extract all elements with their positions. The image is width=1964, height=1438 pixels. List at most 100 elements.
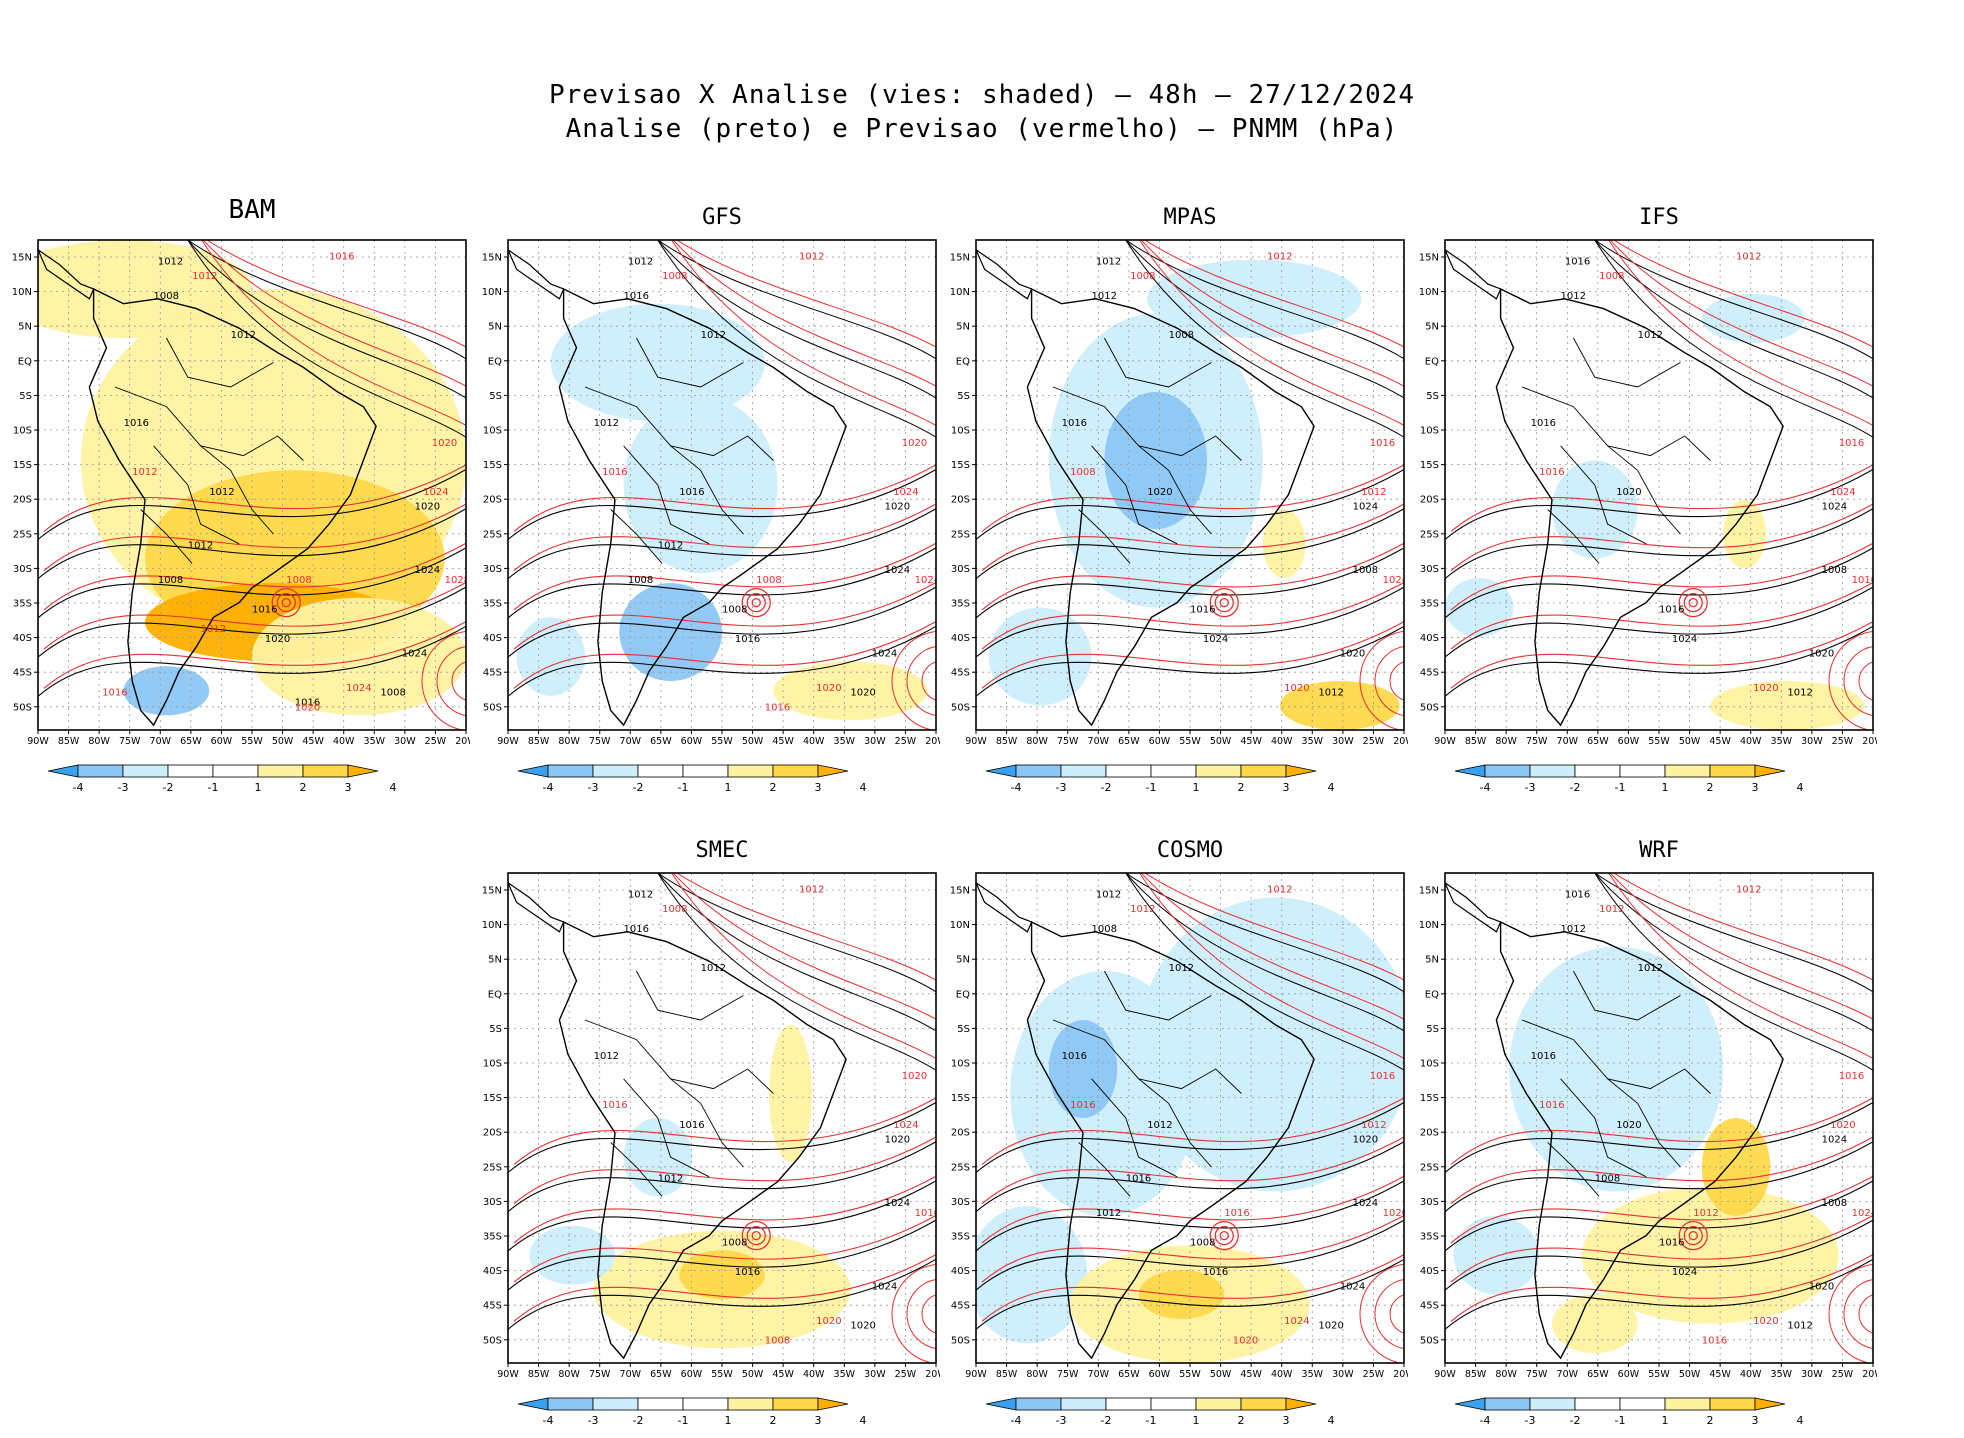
colorbar-right-arrow [1754, 1397, 1786, 1411]
low-pressure-ring [751, 1230, 761, 1241]
analysis-isobar-label: 1012 [1096, 890, 1121, 901]
forecast-isobar-label: 1008 [1130, 271, 1155, 282]
forecast-isobar-label: 1012 [1267, 885, 1292, 896]
colorbar-swatch [1529, 1397, 1576, 1411]
lat-tick-label: 25S [951, 529, 970, 540]
high-pressure-ring [1374, 1279, 1404, 1349]
lat-tick-label: 5S [19, 391, 32, 402]
country-border [700, 1103, 744, 1168]
analysis-isobar-label: 1012 [594, 1051, 619, 1062]
lat-tick-label: 45S [1420, 1301, 1439, 1312]
lon-tick-label: 80W [1026, 736, 1048, 747]
analysis-isobar-label: 1012 [231, 330, 256, 341]
analysis-isobar-label: 1016 [295, 698, 320, 709]
forecast-isobar [1450, 1175, 1873, 1244]
colorbar-swatch [1015, 764, 1062, 778]
colorbar-swatch [1664, 764, 1711, 778]
colorbar-swatch [122, 764, 169, 778]
analysis-isobar-label: 1016 [1062, 1051, 1087, 1062]
colorbar-label: 4 [1328, 1414, 1335, 1427]
country-border [636, 337, 744, 388]
forecast-isobar-label: 1012 [132, 467, 157, 478]
analysis-isobar [187, 240, 466, 360]
low-pressure-ring [746, 1225, 766, 1246]
analysis-isobar [187, 240, 466, 399]
forecast-isobar-label: 1016 [1539, 1100, 1564, 1111]
low-pressure-ring [281, 597, 291, 608]
forecast-isobar [513, 1136, 936, 1205]
lon-tick-label: 75W [589, 1369, 611, 1380]
forecast-isobar-label: 1028 [445, 575, 470, 586]
analysis-isobar-label: 1020 [850, 1321, 875, 1332]
colorbar-label: 2 [1238, 1414, 1245, 1427]
analysis-isobar [657, 240, 936, 438]
forecast-isobar [1613, 873, 1873, 981]
high-pressure-ring [1374, 646, 1404, 716]
analysis-isobar [657, 873, 936, 1071]
forecast-isobar-label: 1012 [192, 271, 217, 282]
lon-tick-label: 35W [1771, 1369, 1793, 1380]
analysis-isobar [1445, 1180, 1873, 1252]
high-pressure-ring [891, 1263, 936, 1363]
lon-tick-label: 70W [620, 736, 642, 747]
low-pressure-ring [1683, 1225, 1703, 1246]
colorbar-swatch [1240, 1397, 1287, 1411]
lat-tick-label: 45S [1420, 668, 1439, 679]
lon-tick-label: 90W [1434, 736, 1456, 747]
lat-tick-label: 25S [951, 1162, 970, 1173]
colorbar-right-arrow [1754, 764, 1786, 778]
forecast-isobar [981, 542, 1404, 611]
colorbar-label: -4 [1480, 781, 1491, 794]
analysis-isobar-label: 1012 [658, 541, 683, 552]
lat-tick-label: 10N [1419, 287, 1439, 298]
colorbar-label: 4 [860, 781, 867, 794]
lon-tick-label: 40W [333, 736, 355, 747]
lon-tick-label: 90W [1434, 1369, 1456, 1380]
low-pressure-ring [741, 1220, 771, 1251]
forecast-isobar-label: 1012 [1693, 1208, 1718, 1219]
forecast-isobar-label: 1024 [1830, 487, 1855, 498]
analysis-isobar-label: 1016 [1531, 418, 1556, 429]
analysis-isobar [976, 1219, 1404, 1291]
lon-tick-label: 75W [1057, 1369, 1079, 1380]
low-pressure-ring [1688, 597, 1698, 608]
colorbar-label: 2 [770, 1414, 777, 1427]
lon-tick-label: 50W [1210, 736, 1232, 747]
analysis-isobar-label: 1024 [885, 1198, 910, 1209]
lon-tick-label: 25W [1832, 736, 1854, 747]
forecast-isobar [201, 240, 466, 426]
analysis-isobar-label: 1008 [722, 604, 747, 615]
colorbar-right-arrow [347, 764, 379, 778]
analysis-isobar-label: 1016 [1190, 604, 1215, 615]
analysis-isobar-label: 1020 [1616, 1120, 1641, 1131]
high-pressure-ring [1858, 661, 1873, 701]
analysis-isobar [38, 547, 466, 619]
lon-tick-label: 50W [272, 736, 294, 747]
high-pressure-ring [451, 661, 466, 701]
colorbar-label: -2 [1101, 781, 1112, 794]
forecast-isobar-label: 1016 [329, 252, 354, 263]
lat-tick-label: 5N [488, 955, 502, 966]
lat-tick-label: EQ [488, 356, 502, 367]
bias-shade-neg3 [123, 666, 210, 716]
bias-shade-neg2 [516, 617, 586, 696]
forecast-isobar-label: 1012 [201, 624, 226, 635]
country-border [1052, 386, 1169, 471]
forecast-isobar-label: 1012 [799, 252, 824, 263]
analysis-isobar-label: 1024 [1353, 1198, 1378, 1209]
country-border [1521, 1019, 1638, 1104]
panel-title-smec: SMEC [695, 838, 749, 863]
analysis-isobar-label: 1020 [1809, 649, 1834, 660]
forecast-isobar [672, 240, 936, 387]
lat-tick-label: 50S [1420, 702, 1439, 713]
lon-tick-label: 65W [1118, 1369, 1140, 1380]
lat-tick-label: 25S [1420, 529, 1439, 540]
lon-tick-label: 65W [180, 736, 202, 747]
lat-tick-label: 15N [1419, 253, 1439, 264]
colorbar-label: -4 [543, 781, 554, 794]
lat-tick-label: 35S [951, 1232, 970, 1243]
forecast-isobar-label: 1008 [1070, 467, 1095, 478]
lon-tick-label: 75W [589, 736, 611, 747]
panel-title-gfs: GFS [702, 205, 742, 230]
colorbar: -4 -3 -2 -1 1 2 3 4 [47, 764, 397, 794]
